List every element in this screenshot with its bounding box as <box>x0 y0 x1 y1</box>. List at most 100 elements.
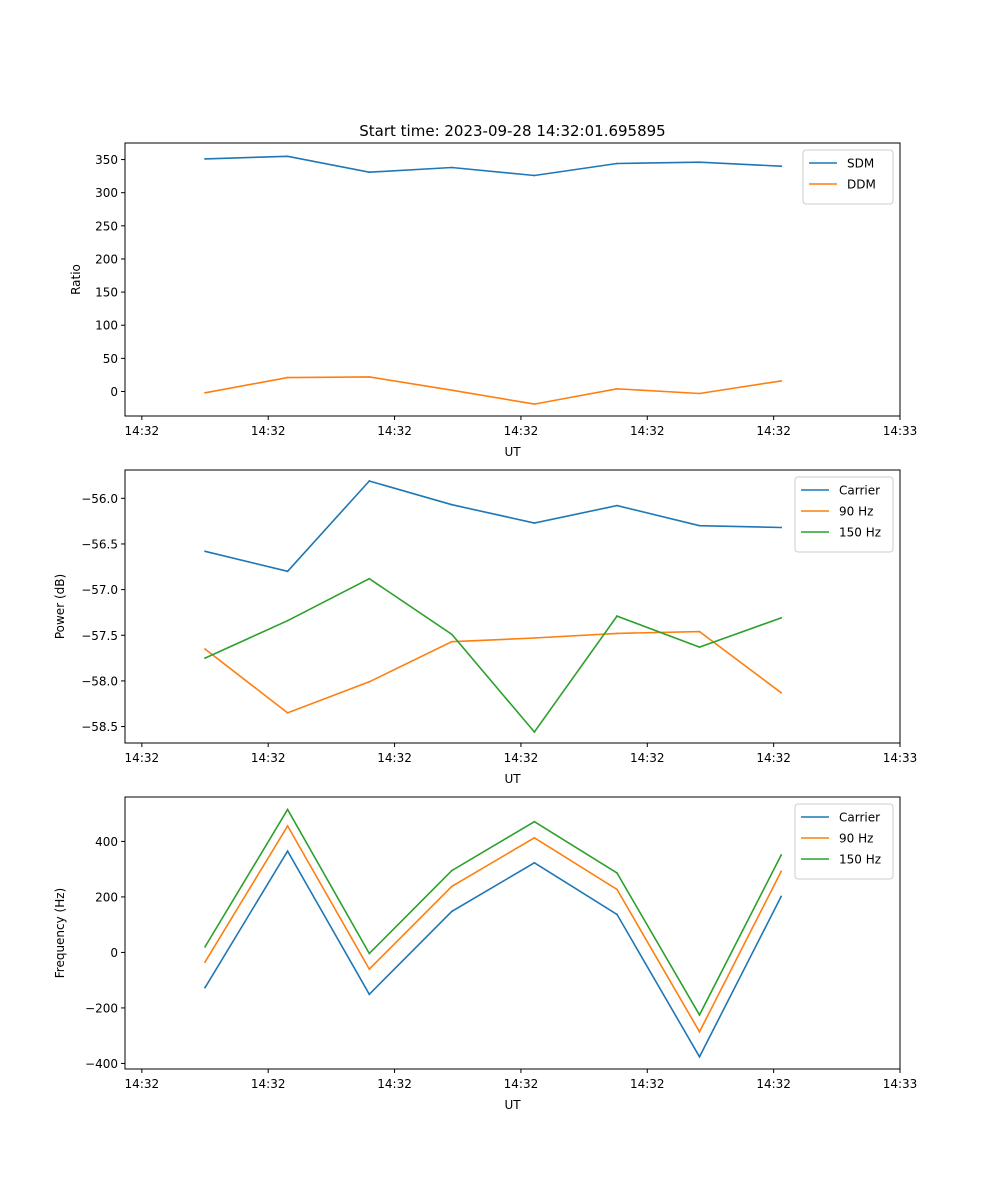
y-tick-label: 200 <box>95 252 118 266</box>
series-150-hz <box>204 807 783 1017</box>
series-carrier <box>204 480 783 573</box>
series-line <box>204 849 782 1059</box>
data-point <box>368 680 371 683</box>
data-point <box>533 731 536 733</box>
x-tick-label: 14:32 <box>251 424 286 438</box>
y-tick-label: 350 <box>95 153 118 167</box>
x-tick-label: 14:32 <box>504 424 539 438</box>
data-point <box>533 403 536 405</box>
legend: Carrier 90 Hz 150 Hz <box>794 476 894 553</box>
data-point <box>780 617 783 619</box>
legend-box <box>794 476 894 553</box>
x-tick-label: 14:33 <box>883 751 918 765</box>
data-point <box>204 391 206 394</box>
series-carrier <box>204 849 783 1059</box>
data-point <box>616 504 618 507</box>
x-tick-label: 14:32 <box>125 424 160 438</box>
data-point <box>204 648 206 650</box>
data-point <box>450 910 453 913</box>
data-point <box>450 640 453 643</box>
x-axis-label: UT <box>504 772 521 786</box>
x-tick-label: 14:32 <box>251 751 286 765</box>
data-point <box>286 824 289 827</box>
series-line <box>204 807 782 1017</box>
data-point <box>698 524 701 527</box>
data-point <box>368 993 371 996</box>
legend-label: Carrier <box>839 811 880 825</box>
data-point <box>204 986 206 989</box>
subplots: 14:32 14:32 14:32 14:32 14:32 14:32 14:33 0 50 10… <box>53 142 918 1112</box>
legend-label: DDM <box>847 178 876 192</box>
x-tick-label: 14:32 <box>377 424 412 438</box>
axes-frame <box>124 796 901 1070</box>
axes-frame <box>124 469 901 744</box>
data-point <box>616 888 618 891</box>
data-point <box>286 619 289 622</box>
series-line <box>204 824 782 1034</box>
x-tick-label: 14:33 <box>883 1077 918 1091</box>
data-point <box>204 945 206 948</box>
data-point <box>780 165 783 168</box>
data-point <box>368 376 371 378</box>
data-point <box>368 952 371 955</box>
data-point <box>616 615 618 617</box>
x-tick-label: 14:32 <box>125 1077 160 1091</box>
data-point <box>286 711 289 714</box>
subplot-3: 14:32 14:32 14:32 14:32 14:32 14:32 14:33 −400 −… <box>53 796 918 1112</box>
data-point <box>450 389 453 392</box>
data-point <box>533 637 536 639</box>
data-point <box>368 171 371 174</box>
series-line <box>204 155 782 177</box>
series-sdm <box>204 155 783 177</box>
x-axis-label: UT <box>504 1098 521 1112</box>
data-point <box>698 392 701 395</box>
y-tick-label: −58.0 <box>81 674 118 688</box>
y-tick-label: 50 <box>103 352 118 366</box>
y-axis-label: Power (dB) <box>53 574 67 639</box>
x-tick-label: 14:32 <box>630 751 665 765</box>
x-tick-label: 14:32 <box>756 1077 791 1091</box>
legend-label: 90 Hz <box>839 505 873 519</box>
data-point <box>450 503 453 506</box>
y-tick-label: −400 <box>85 1057 118 1071</box>
data-point <box>780 379 783 382</box>
x-tick-label: 14:32 <box>377 751 412 765</box>
data-point <box>533 836 536 839</box>
legend-label: SDM <box>847 157 874 171</box>
data-point <box>698 646 701 649</box>
axes-frame <box>124 142 901 417</box>
x-tick-label: 14:32 <box>504 751 539 765</box>
y-tick-label: 250 <box>95 219 118 233</box>
y-axis-label: Ratio <box>69 264 83 295</box>
data-point <box>286 850 289 853</box>
subplot-1: 14:32 14:32 14:32 14:32 14:32 14:32 14:33 0 50 10… <box>69 142 918 459</box>
y-tick-label: 0 <box>110 946 118 960</box>
y-tick-label: 300 <box>95 186 118 200</box>
data-point <box>698 1055 701 1058</box>
series-line <box>204 376 782 405</box>
legend-box <box>794 803 894 880</box>
series-line <box>204 630 782 714</box>
legend-label: 150 Hz <box>839 526 881 540</box>
data-point <box>286 376 289 379</box>
x-tick-label: 14:32 <box>377 1077 412 1091</box>
data-point <box>204 657 206 659</box>
x-axis-label: UT <box>504 445 521 459</box>
series-line <box>204 577 782 734</box>
x-tick-label: 14:33 <box>883 424 918 438</box>
data-point <box>698 161 701 164</box>
x-tick-label: 14:32 <box>630 1077 665 1091</box>
series-line <box>204 480 782 573</box>
x-tick-label: 14:32 <box>630 424 665 438</box>
data-point <box>286 155 289 158</box>
data-point <box>368 577 371 580</box>
series-ddm <box>204 376 783 405</box>
y-tick-label: −56.0 <box>81 492 118 506</box>
y-axis-label: Frequency (Hz) <box>53 888 67 979</box>
data-point <box>616 632 618 635</box>
data-point <box>450 869 453 872</box>
data-point <box>450 166 453 169</box>
y-tick-label: −57.0 <box>81 583 118 597</box>
x-tick-label: 14:32 <box>756 424 791 438</box>
figure-title: Start time: 2023-09-28 14:32:01.695895 <box>359 122 665 140</box>
